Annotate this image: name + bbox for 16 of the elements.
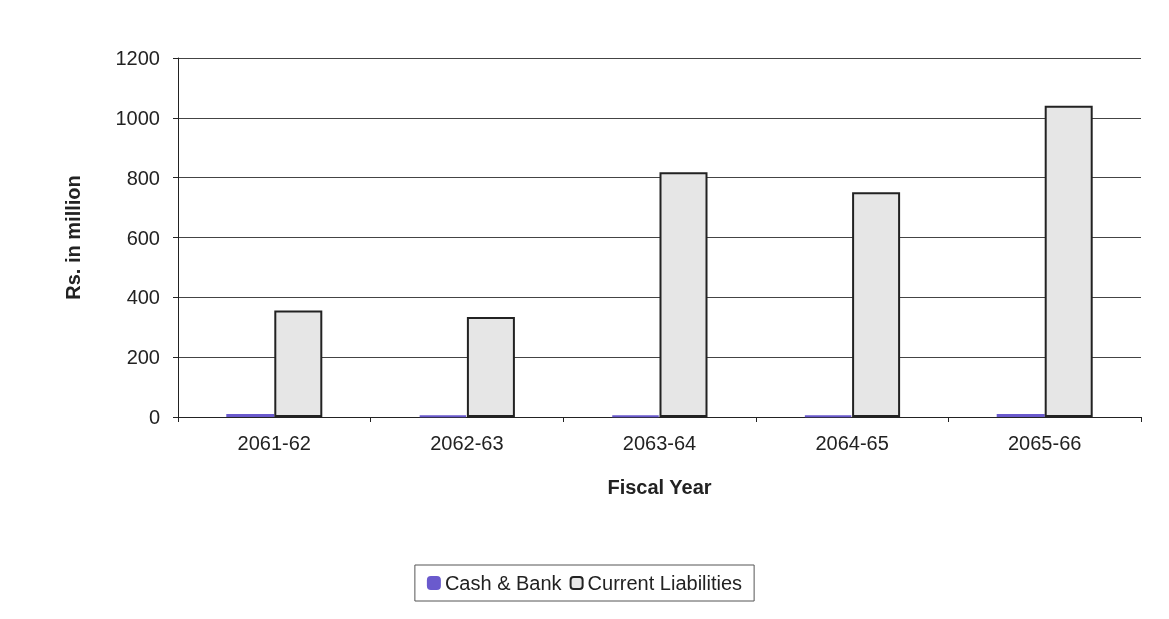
y-axis-title: Rs. in million [62,175,84,300]
y-tick-label: 600 [126,226,160,249]
y-tick-label: 400 [126,286,160,309]
x-tick-label: 2063-64 [622,432,697,454]
x-tick-label: 2065-66 [1008,432,1082,454]
legend-label: Cash & Bank [444,572,563,594]
y-tick-label: 800 [126,166,160,189]
y-tick-label: 1200 [115,47,160,69]
x-tick-label: 2064-65 [815,432,889,454]
x-tick-label: 2062-63 [430,432,504,454]
y-tick-label: 0 [148,406,160,428]
x-tick-label: 2061-62 [237,432,311,454]
x-axis-title: Fiscal Year [607,476,712,498]
y-tick-label: 1000 [115,106,160,129]
y-tick-label: 200 [126,346,160,369]
legend-label: Current Liabilities [587,572,743,594]
